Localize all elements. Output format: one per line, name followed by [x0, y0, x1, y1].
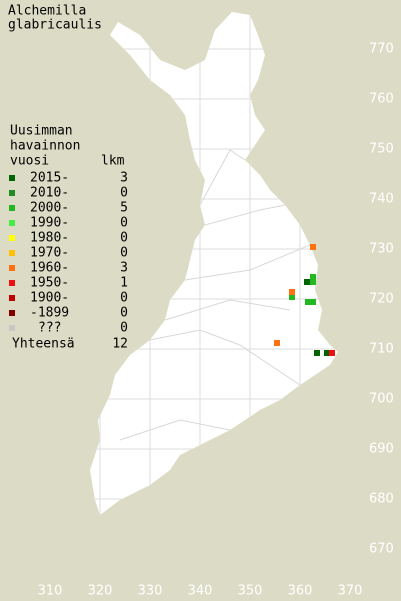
finland-outline [90, 12, 338, 515]
observation-square [304, 279, 310, 285]
observation-square [310, 299, 316, 305]
legend-header: havainnon [10, 139, 80, 154]
legend-label: 2010- [30, 186, 69, 201]
legend-count: 0 [120, 186, 128, 201]
legend-count: 3 [120, 261, 128, 276]
y-tick-label: 670 [369, 542, 394, 557]
legend-count: 0 [120, 306, 128, 321]
legend-label: 1970- [30, 246, 69, 261]
observation-square [310, 244, 316, 250]
y-tick-label: 680 [369, 492, 394, 507]
legend-label: -1899 [30, 306, 69, 321]
observation-square [310, 279, 316, 285]
observation-square [324, 350, 330, 356]
legend-header: Uusimman [10, 124, 73, 139]
y-tick-label: 720 [369, 292, 394, 307]
observation-square [289, 289, 295, 295]
y-tick-label: 730 [369, 242, 394, 257]
observation-square [314, 350, 320, 356]
observation-square [305, 299, 311, 305]
observation-square [329, 350, 335, 356]
legend-count: 0 [120, 321, 128, 336]
legend-swatch [9, 310, 15, 316]
legend-count: 0 [120, 231, 128, 246]
legend-swatch [9, 175, 15, 181]
y-tick-label: 770 [369, 42, 394, 57]
legend-swatch [9, 265, 15, 271]
x-tick-label: 310 [38, 584, 63, 599]
legend-swatch [9, 190, 15, 196]
legend-count: 0 [120, 291, 128, 306]
legend-count: 3 [120, 171, 128, 186]
legend-swatch [9, 280, 15, 286]
region-borders [119, 149, 311, 441]
x-tick-label: 370 [338, 584, 363, 599]
legend-swatch [9, 235, 15, 241]
observation-square [289, 294, 295, 300]
legend-label: 1950- [30, 276, 69, 291]
legend-count: 5 [120, 201, 128, 216]
y-tick-label: 710 [369, 342, 394, 357]
y-tick-label: 700 [369, 392, 394, 407]
x-tick-label: 360 [288, 584, 313, 599]
x-tick-label: 330 [138, 584, 163, 599]
legend-swatch [9, 220, 15, 226]
title-line: glabricaulis [8, 18, 102, 33]
y-tick-label: 690 [369, 442, 394, 457]
legend-label: ??? [38, 321, 61, 336]
legend-swatch [9, 205, 15, 211]
observation-square [274, 340, 280, 346]
y-tick-label: 760 [369, 92, 394, 107]
legend-label: 1990- [30, 216, 69, 231]
legend-label: 2015- [30, 171, 69, 186]
legend-count: 1 [120, 276, 128, 291]
legend-label: 2000- [30, 201, 69, 216]
legend-swatch [9, 325, 15, 331]
x-tick-label: 350 [238, 584, 263, 599]
legend-label: 1980- [30, 231, 69, 246]
legend-total: 12 [112, 337, 128, 352]
legend-count-header: lkm [101, 154, 125, 169]
legend-swatch [9, 250, 15, 256]
observation-square [310, 274, 316, 280]
legend-label: 1900- [30, 291, 69, 306]
x-tick-label: 320 [88, 584, 113, 599]
y-tick-label: 750 [369, 142, 394, 157]
x-tick-label: 340 [188, 584, 213, 599]
y-tick-label: 740 [369, 192, 394, 207]
legend-total-label: Yhteensä [12, 337, 75, 352]
title-line: Alchemilla [8, 4, 86, 19]
legend-header: vuosi [10, 154, 49, 169]
legend-count: 0 [120, 216, 128, 231]
legend-swatch [9, 295, 15, 301]
legend-count: 0 [120, 246, 128, 261]
legend-label: 1960- [30, 261, 69, 276]
